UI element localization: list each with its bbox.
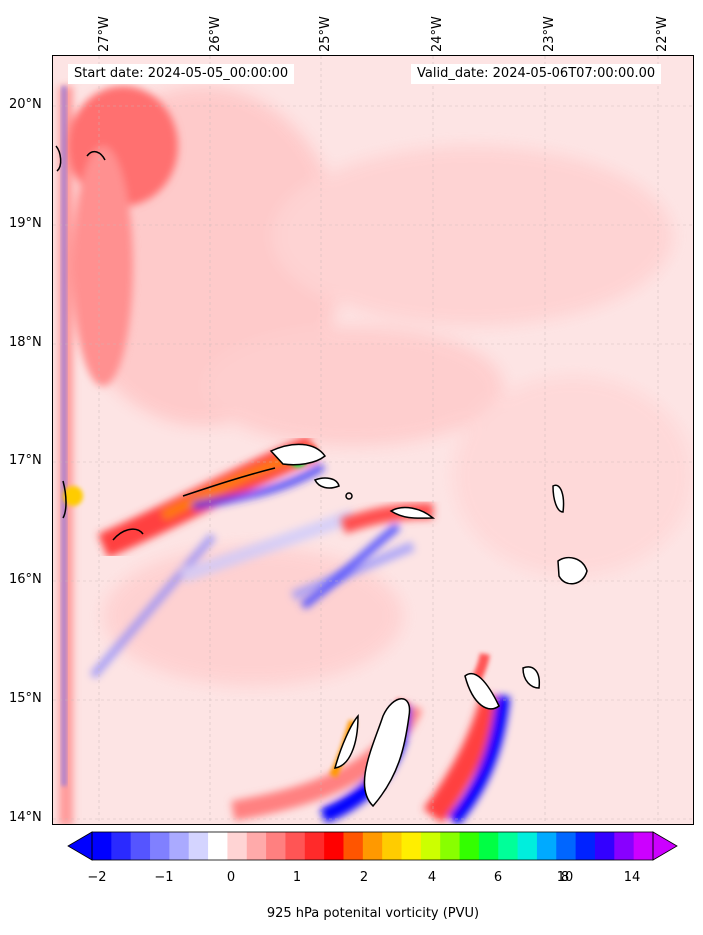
coastlines <box>269 443 588 808</box>
colorbar-cell <box>459 832 480 860</box>
colorbar-cell <box>401 832 422 860</box>
colorbar-cell <box>594 832 615 860</box>
lat-label-15n: 15°N <box>9 691 42 706</box>
colorbar-cell <box>324 832 345 860</box>
colorbar-cell <box>130 832 151 860</box>
colorbar-cell <box>614 832 635 860</box>
colorbar-tick: 4 <box>427 870 437 885</box>
colorbar-cell <box>266 832 287 860</box>
colorbar-tick: 6 <box>493 870 503 885</box>
colorbar-tick: −1 <box>154 870 174 885</box>
colorbar-cell <box>517 832 538 860</box>
colorbar-cell <box>440 832 461 860</box>
lon-label-22w: 22°W <box>655 16 670 52</box>
colorbar-tick: 14 <box>623 870 641 885</box>
colorbar-cell <box>246 832 267 860</box>
colorbar-tick: −2 <box>87 870 107 885</box>
colorbar-cell <box>227 832 248 860</box>
valid-date-label: Valid_date: 2024-05-06T07:00:00.00 <box>411 64 662 84</box>
lat-label-20n: 20°N <box>9 97 42 112</box>
colorbar-cell <box>304 832 325 860</box>
lon-label-26w: 26°W <box>208 16 223 52</box>
colorbar-cell <box>556 832 577 860</box>
start-date-label: Start date: 2024-05-05_00:00:00 <box>68 64 295 84</box>
pv-field-map <box>53 56 693 824</box>
colorbar-min-arrow <box>67 831 93 861</box>
lon-label-24w: 24°W <box>430 16 445 52</box>
colorbar-tick: 8 <box>560 870 570 885</box>
map-plot-area <box>52 55 694 825</box>
colorbar-tick: 2 <box>359 870 369 885</box>
colorbar-cell <box>92 832 112 860</box>
colorbar-cell <box>382 832 403 860</box>
colorbar-cell <box>169 832 190 860</box>
colorbar-cell <box>111 832 132 860</box>
colorbar-cell <box>208 832 229 860</box>
colorbar <box>67 831 678 861</box>
colorbar-cell <box>420 832 441 860</box>
lat-label-18n: 18°N <box>9 335 42 350</box>
colorbar-tick: 10 <box>556 870 574 885</box>
lat-label-14n: 14°N <box>9 810 42 825</box>
colorbar-cell <box>478 832 499 860</box>
colorbar-cell <box>575 832 596 860</box>
lon-label-23w: 23°W <box>542 16 557 52</box>
colorbar-cell <box>536 832 557 860</box>
colorbar-cell <box>362 832 383 860</box>
lon-label-25w: 25°W <box>318 16 333 52</box>
colorbar-cell <box>343 832 364 860</box>
colorbar-tick: 1 <box>292 870 302 885</box>
lon-label-27w: 27°W <box>97 16 112 52</box>
lat-label-16n: 16°N <box>9 572 42 587</box>
colorbar-max-arrow <box>652 831 678 861</box>
colorbar-tick: 0 <box>226 870 236 885</box>
colorbar-cell <box>498 832 519 860</box>
colorbar-cell <box>188 832 209 860</box>
colorbar-cell <box>633 832 654 860</box>
colorbar-label: 925 hPa potenital vorticity (PVU) <box>266 906 480 921</box>
colorbar-cell <box>285 832 306 860</box>
colorbar-cell <box>150 832 170 860</box>
lat-label-19n: 19°N <box>9 216 42 231</box>
lat-label-17n: 17°N <box>9 453 42 468</box>
